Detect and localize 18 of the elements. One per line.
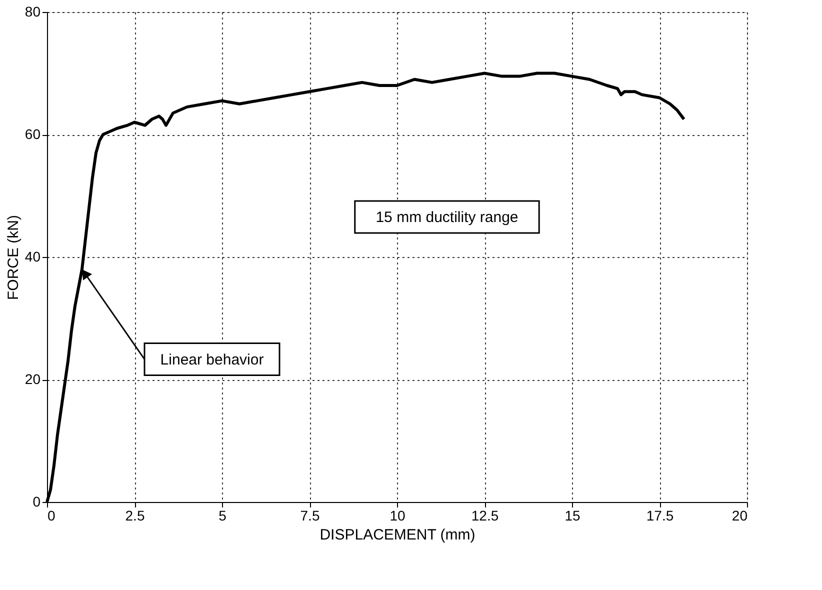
x-tick-label: 20	[732, 508, 748, 524]
y-tick-label: 0	[32, 494, 41, 510]
annotation: Linear behavior	[160, 351, 264, 368]
x-axis-title: DISPLACEMENT (mm)	[320, 526, 476, 544]
x-tick-label: 10	[390, 508, 406, 524]
y-tick-label: 80	[24, 4, 41, 20]
x-tick-label: 17.5	[646, 508, 674, 524]
x-tick-label: 0	[48, 508, 56, 524]
x-tick-label: 5	[218, 508, 227, 524]
y-tick-label: 40	[24, 248, 41, 264]
x-tick-label: 12.5	[471, 508, 499, 524]
y-axis-title: FORCE (kN)	[4, 215, 22, 300]
y-tick-label: 60	[24, 126, 41, 142]
x-tick-label: 15	[564, 508, 580, 524]
y-tick-label: 20	[24, 371, 41, 387]
x-tick-label: 7.5	[300, 508, 320, 524]
annotation: 15 mm ductility range	[376, 209, 518, 226]
x-tick-label: 2.5	[125, 508, 145, 524]
